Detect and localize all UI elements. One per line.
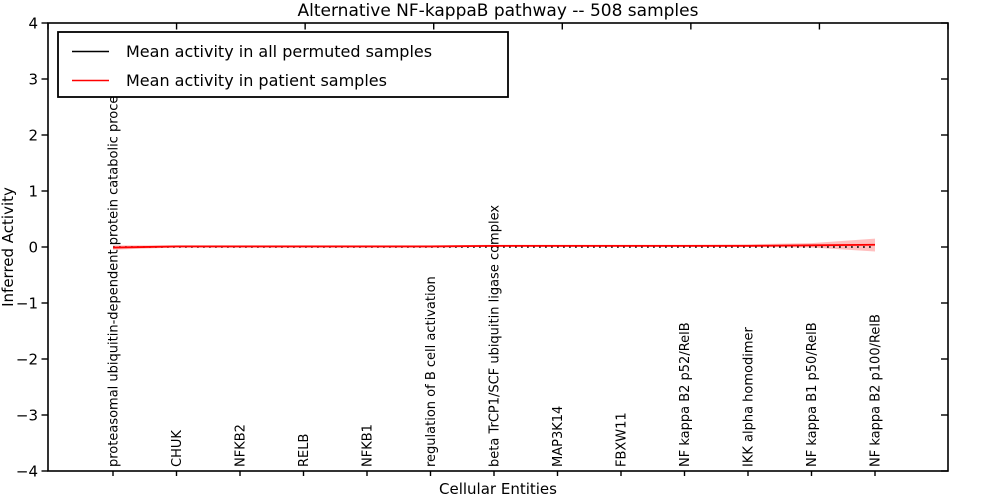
y-tick-label: −1 xyxy=(16,295,38,313)
y-axis-title: Inferred Activity xyxy=(0,187,17,307)
data-series xyxy=(112,238,876,252)
y-tick-label: 1 xyxy=(28,183,38,201)
y-tick-label: 3 xyxy=(28,71,38,89)
chart-title: Alternative NF-kappaB pathway -- 508 sam… xyxy=(298,1,699,21)
x-tick-labels: proteasomal ubiquitin-dependent protein … xyxy=(107,82,884,467)
y-tick-labels: 4 3 2 1 0 −1 −2 −3 −4 xyxy=(16,15,38,481)
x-tick-label: NFKB2 xyxy=(234,424,249,467)
x-tick-label: NF kappa B2 p52/RelB xyxy=(678,322,693,467)
axis-ticks xyxy=(41,22,949,476)
x-tick-label: IKK alpha homodimer xyxy=(742,326,757,467)
y-tick-label: 2 xyxy=(28,127,38,145)
x-tick-label: NF kappa B1 p50/RelB xyxy=(805,322,820,467)
y-tick-label: −3 xyxy=(16,407,38,425)
x-axis-title: Cellular Entities xyxy=(439,480,557,498)
x-tick-label: beta TrCP1/SCF ubiquitin ligase complex xyxy=(488,205,503,467)
legend-box xyxy=(57,31,509,98)
y-tick-label: −4 xyxy=(16,463,38,481)
legend-label-patient: Mean activity in patient samples xyxy=(126,71,387,90)
x-tick-label: proteasomal ubiquitin-dependent protein … xyxy=(107,82,122,467)
x-tick-label: RELB xyxy=(297,434,312,467)
plot-border xyxy=(47,22,949,472)
x-tick-label: FBXW11 xyxy=(615,412,630,467)
y-tick-label: 4 xyxy=(28,15,38,33)
legend-label-permuted: Mean activity in all permuted samples xyxy=(126,42,432,61)
y-tick-label: 0 xyxy=(28,239,38,257)
patient-mean-line xyxy=(112,243,876,249)
x-tick-label: NF kappa B2 p100/RelB xyxy=(869,314,884,467)
x-tick-label: regulation of B cell activation xyxy=(424,276,439,467)
legend: Mean activity in all permuted samples Me… xyxy=(57,31,509,98)
x-tick-label: MAP3K14 xyxy=(551,406,566,467)
x-tick-label: NFKB1 xyxy=(361,424,376,467)
y-tick-label: −2 xyxy=(16,351,38,369)
x-tick-label: CHUK xyxy=(170,430,185,467)
